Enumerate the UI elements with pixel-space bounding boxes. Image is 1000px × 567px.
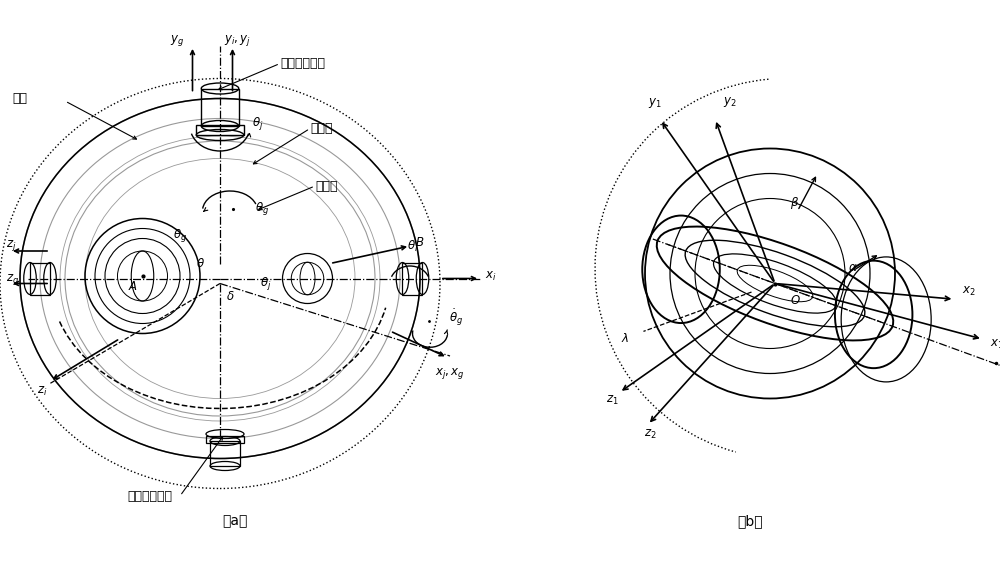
Text: $y_g$: $y_g$ — [170, 33, 185, 49]
Text: 内框架: 内框架 — [315, 180, 338, 193]
Text: $x_j,x_g$: $x_j,x_g$ — [435, 366, 465, 381]
Text: $z_j$: $z_j$ — [6, 239, 16, 253]
Text: $\theta_j$: $\theta_j$ — [260, 275, 271, 292]
Text: $A$: $A$ — [128, 280, 137, 293]
Text: （a）: （a） — [222, 514, 248, 528]
Text: $\theta_i$: $\theta_i$ — [407, 239, 418, 253]
Text: $\theta_j$: $\theta_j$ — [252, 115, 264, 132]
Text: $y_i,y_j$: $y_i,y_j$ — [224, 33, 251, 49]
Text: $\alpha$: $\alpha$ — [848, 261, 857, 274]
Text: $B$: $B$ — [415, 236, 425, 249]
Text: $\lambda$: $\lambda$ — [621, 332, 629, 345]
Text: 外框架: 外框架 — [310, 122, 332, 135]
Text: $x_2$: $x_2$ — [962, 285, 976, 298]
Text: $x_i$: $x_i$ — [485, 269, 497, 282]
Text: $\beta$: $\beta$ — [790, 195, 800, 211]
Bar — [206, 435, 244, 442]
Text: $y_2$: $y_2$ — [723, 95, 737, 109]
Text: 基座: 基座 — [12, 92, 28, 105]
Bar — [30, 263, 50, 294]
Text: $z_2$: $z_2$ — [644, 428, 657, 441]
Bar — [402, 263, 422, 294]
Text: $x_1$: $x_1$ — [990, 337, 1000, 351]
Text: $z_1$: $z_1$ — [606, 393, 618, 407]
Bar — [196, 125, 244, 135]
Text: $\theta$: $\theta$ — [196, 257, 204, 270]
Bar — [210, 441, 240, 466]
Text: 内框架电机端: 内框架电机端 — [128, 489, 173, 502]
Text: （b）: （b） — [737, 514, 763, 528]
Text: $z_g$: $z_g$ — [6, 272, 19, 287]
Text: $z_i$: $z_i$ — [37, 384, 48, 397]
Text: $\theta_g$: $\theta_g$ — [255, 200, 269, 217]
Text: 外框架电机端: 外框架电机端 — [280, 57, 325, 70]
Text: $\theta_g$: $\theta_g$ — [173, 227, 187, 244]
Text: $y_1$: $y_1$ — [648, 96, 662, 109]
Text: $O$: $O$ — [790, 294, 800, 307]
Bar — [201, 88, 239, 126]
Text: $\delta$: $\delta$ — [226, 290, 234, 303]
Text: $\dot{\theta}_g$: $\dot{\theta}_g$ — [449, 307, 463, 328]
